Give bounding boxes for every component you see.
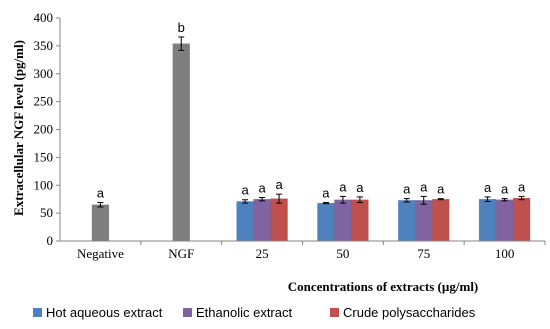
x-axis-ticks: Negative NGF 25 50 75 100 [77,241,546,261]
legend-label: Crude polysaccharides [343,305,476,320]
legend-swatch [183,308,192,317]
significance-label: a [420,179,428,194]
x-tick-label: 100 [495,246,515,261]
significance-label: a [339,179,347,194]
significance-label: a [97,186,105,201]
bar [351,199,369,242]
y-tick-label: 100 [34,177,54,192]
legend-label: Hot aqueous extract [46,305,163,320]
significance-label: a [275,177,283,192]
bar [398,200,416,242]
y-tick-label: 200 [34,122,54,137]
y-axis-title: Extracellular NGF level (pg/ml) [11,40,26,216]
significance-label: a [484,180,492,195]
x-axis-title: Concentrations of extracts (µg/ml) [288,279,479,294]
bar [334,199,352,242]
legend-swatch [330,308,339,317]
legend-swatch [33,308,42,317]
x-tick-label: 75 [417,246,430,261]
y-tick-label: 250 [34,94,54,109]
x-tick-label: NGF [168,246,194,261]
y-axis-ticks: 0 50 100 150 200 250 300 350 400 [34,10,60,248]
significance-label: a [258,181,266,196]
bars: aba a a aa a a aa a a a [91,20,531,242]
y-tick-label: 300 [34,66,54,81]
significance-label: a [437,182,445,197]
legend-label: Ethanolic extract [196,305,292,320]
x-tick-label: 25 [256,246,269,261]
bar [512,197,531,242]
y-tick-label: 50 [40,205,53,220]
y-tick-label: 350 [34,38,54,53]
bar [172,43,190,242]
x-tick-label: 50 [336,246,349,261]
bar [432,198,450,242]
significance-label: a [403,182,411,197]
bar [478,198,497,242]
significance-label: a [518,179,526,194]
significance-label: a [322,186,330,201]
y-tick-label: 150 [34,149,54,164]
bar [317,202,335,242]
bar [495,199,514,242]
legend: Hot aqueous extract Ethanolic extract Crud… [33,305,476,320]
bar [236,201,254,242]
y-tick-label: 0 [47,233,54,248]
x-tick-label: Negative [77,246,124,261]
significance-label: a [501,182,509,197]
bar [415,200,433,242]
bar [270,198,288,242]
bar [253,198,271,242]
bar [91,204,110,242]
significance-label: a [356,180,364,195]
y-tick-label: 400 [34,10,54,25]
significance-label: b [178,20,185,35]
significance-label: a [241,183,249,198]
